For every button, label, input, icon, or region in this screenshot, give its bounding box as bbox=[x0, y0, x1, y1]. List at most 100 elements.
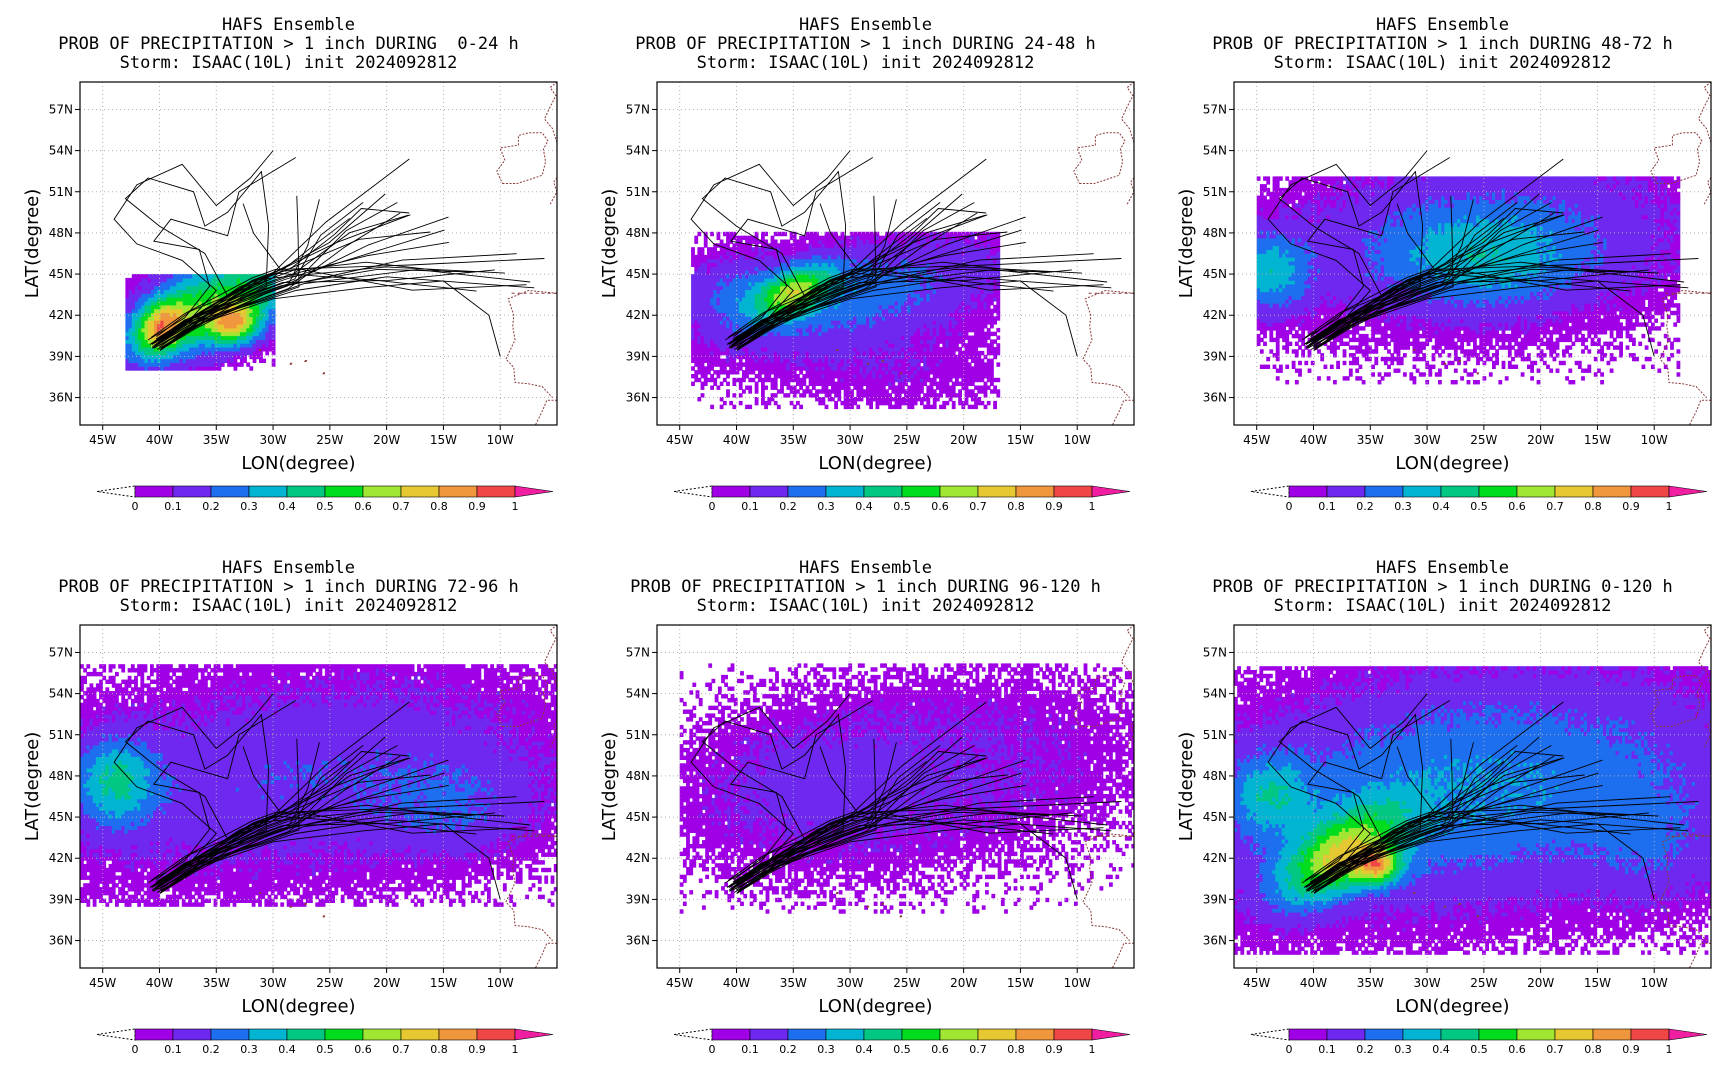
heat-cell bbox=[951, 251, 956, 256]
heat-cell bbox=[729, 354, 733, 360]
heat-cell bbox=[837, 374, 842, 379]
heat-cell bbox=[939, 366, 943, 371]
heat-cell bbox=[961, 266, 966, 271]
heat-cell bbox=[764, 358, 768, 363]
heat-cell bbox=[691, 350, 695, 356]
heat-cell bbox=[789, 389, 794, 394]
heat-cell bbox=[815, 312, 819, 317]
heat-cell bbox=[894, 258, 899, 264]
heat-cell bbox=[916, 289, 921, 294]
heat-cell bbox=[878, 285, 883, 290]
heat-cell bbox=[942, 370, 947, 375]
heat-cell bbox=[780, 262, 784, 267]
heat-cell bbox=[916, 231, 921, 237]
heat-cell bbox=[904, 254, 908, 260]
heat-cell bbox=[961, 258, 966, 264]
heat-cell bbox=[770, 397, 775, 402]
heat-cell bbox=[866, 400, 870, 406]
heat-cell bbox=[901, 247, 905, 252]
heat-cell bbox=[955, 254, 959, 260]
heat-cell bbox=[262, 331, 266, 337]
heat-cell bbox=[707, 354, 711, 360]
heat-cell bbox=[150, 358, 155, 363]
heat-cell bbox=[128, 289, 133, 294]
heat-cell bbox=[850, 266, 854, 271]
heat-cell bbox=[217, 362, 222, 367]
heat-cell bbox=[904, 301, 908, 306]
heat-cell bbox=[859, 397, 864, 402]
heat-cell bbox=[904, 293, 908, 298]
heat-cell bbox=[881, 377, 886, 383]
heat-cell bbox=[811, 335, 816, 340]
heat-cell bbox=[694, 370, 699, 375]
heat-cell bbox=[761, 251, 765, 256]
heat-cell bbox=[964, 281, 969, 287]
heat-cell bbox=[805, 358, 810, 363]
heat-cell bbox=[185, 331, 190, 337]
heat-cell bbox=[160, 354, 165, 360]
heat-cell bbox=[888, 397, 892, 402]
heat-cell bbox=[729, 370, 733, 375]
heat-cell bbox=[802, 366, 807, 371]
heat-cell bbox=[834, 266, 838, 271]
heat-cell bbox=[738, 381, 743, 386]
heat-cell bbox=[786, 239, 791, 244]
heat-cell bbox=[185, 347, 190, 352]
heat-cell bbox=[195, 285, 200, 290]
heat-cell bbox=[268, 304, 273, 310]
heat-cell bbox=[881, 393, 886, 398]
heat-cell bbox=[780, 335, 784, 340]
heat-cell bbox=[236, 362, 241, 367]
heat-cell bbox=[150, 339, 155, 344]
heat-cell bbox=[821, 374, 826, 379]
heat-cell bbox=[166, 285, 171, 290]
heat-cell bbox=[862, 377, 867, 383]
heat-cell bbox=[961, 370, 966, 375]
heat-cell bbox=[722, 231, 727, 237]
heat-cell bbox=[872, 316, 877, 321]
heat-cell bbox=[805, 335, 810, 340]
heat-cell bbox=[923, 331, 927, 337]
heat-cell bbox=[843, 243, 848, 248]
heat-cell bbox=[818, 339, 823, 344]
heat-cell bbox=[716, 347, 721, 352]
heat-cell bbox=[834, 335, 838, 340]
heat-cell bbox=[850, 316, 854, 321]
heat-cell bbox=[894, 358, 899, 363]
heat-cell bbox=[799, 277, 803, 283]
heat-cell bbox=[179, 301, 184, 306]
heat-cell bbox=[846, 247, 851, 252]
heat-cell bbox=[821, 381, 826, 386]
heat-cell bbox=[875, 366, 880, 371]
heat-cell bbox=[929, 247, 934, 252]
heat-cell bbox=[160, 285, 165, 290]
heat-cell bbox=[722, 266, 727, 271]
heat-cell bbox=[726, 231, 730, 237]
heat-cell bbox=[246, 343, 251, 348]
heat-cell bbox=[805, 389, 810, 394]
heat-cell bbox=[738, 254, 743, 260]
heat-cell bbox=[204, 358, 209, 363]
heat-cell bbox=[850, 327, 854, 333]
heat-cell bbox=[176, 308, 181, 314]
heat-cell bbox=[243, 281, 247, 287]
heat-cell bbox=[824, 243, 829, 248]
heat-cell bbox=[926, 274, 931, 279]
heat-cell bbox=[824, 335, 829, 340]
heat-cell bbox=[713, 354, 718, 360]
heat-cell bbox=[157, 366, 161, 371]
heat-cell bbox=[729, 308, 733, 314]
heat-cell bbox=[840, 281, 845, 287]
heat-cell bbox=[926, 308, 931, 314]
heat-cell bbox=[802, 239, 807, 244]
heat-cell bbox=[872, 374, 877, 379]
heat-cell bbox=[217, 331, 222, 337]
heat-cell bbox=[856, 377, 861, 383]
heat-cell bbox=[125, 362, 130, 367]
heat-cell bbox=[252, 285, 257, 290]
heat-cell bbox=[926, 312, 931, 317]
heat-cell bbox=[904, 374, 908, 379]
heat-cell bbox=[732, 350, 737, 356]
heat-cell bbox=[888, 320, 892, 325]
heat-cell bbox=[827, 397, 832, 402]
